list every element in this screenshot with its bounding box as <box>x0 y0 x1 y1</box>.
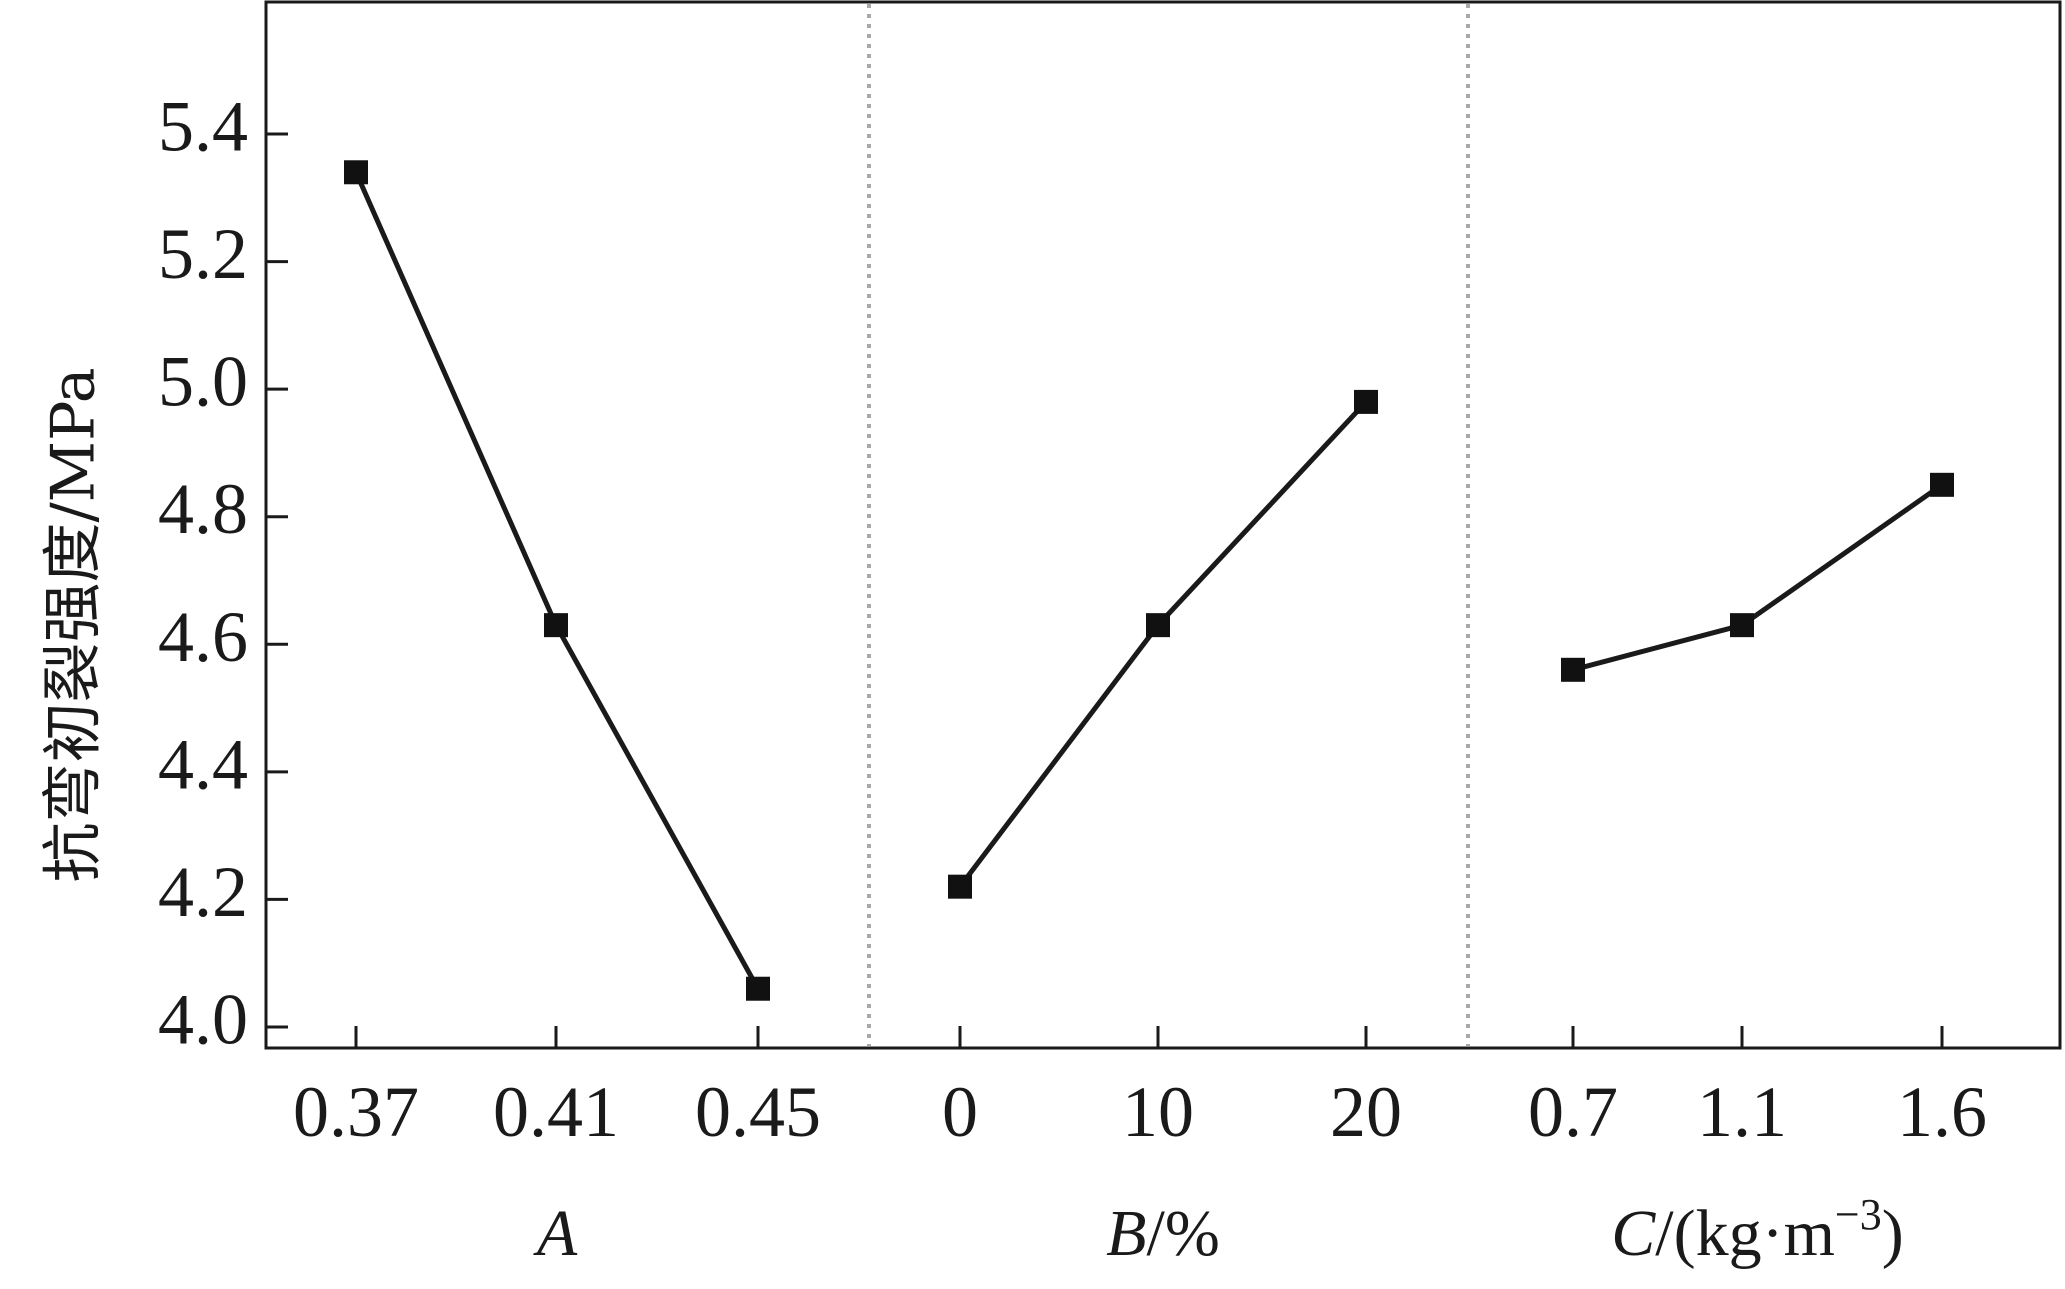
y-axis-label: 抗弯初裂强度/MPa <box>39 367 109 882</box>
series-line <box>353 171 761 990</box>
y-tick-label: 4.0 <box>158 980 248 1060</box>
data-point-marker <box>746 976 770 1001</box>
data-point-marker <box>948 874 972 899</box>
data-point-marker <box>1930 472 1954 497</box>
x-tick-label: 10 <box>1122 1072 1194 1152</box>
data-point-marker <box>1146 613 1170 638</box>
y-tick-label: 4.2 <box>158 852 248 932</box>
data-point-marker <box>1561 657 1585 682</box>
x-axis: 0.37 0.41 0.45 0 10 20 0.7 1.1 1.6 <box>293 1026 1987 1152</box>
series-line <box>958 400 1368 889</box>
series-group <box>344 160 1954 1001</box>
x-axis-label: A <box>533 1197 578 1270</box>
x-tick-label: 0.37 <box>293 1072 419 1152</box>
x-axis-label-unit: /(kg·m <box>1655 1197 1835 1270</box>
series-line <box>1572 482 1944 673</box>
y-tick-label: 5.4 <box>158 87 248 167</box>
x-axis-label: B/% <box>1106 1197 1220 1270</box>
x-axis-label-superscript: −3 <box>1835 1190 1882 1239</box>
x-axis-label-variable: C <box>1611 1197 1656 1270</box>
x-axis-label-variable: B <box>1106 1197 1146 1270</box>
x-axis-label-tail: ) <box>1882 1197 1904 1270</box>
x-tick-label: 1.1 <box>1697 1072 1787 1152</box>
x-tick-label: 0 <box>942 1072 978 1152</box>
y-tick-label: 5.0 <box>158 342 248 422</box>
x-axis-labels: A B/% C/(kg·m−3) <box>533 1190 1904 1270</box>
x-tick-label: 0.45 <box>695 1072 821 1152</box>
x-tick-label: 0.7 <box>1528 1072 1618 1152</box>
panel-dividers <box>867 4 1470 1046</box>
y-tick-label: 4.6 <box>158 597 248 677</box>
plot-frame <box>264 0 2062 1050</box>
y-tick-label: 4.4 <box>158 724 248 804</box>
y-tick-label: 5.2 <box>158 214 248 294</box>
x-axis-label-variable: A <box>533 1197 578 1270</box>
y-axis: 4.0 4.2 4.4 4.6 4.8 5.0 5.2 5.4 <box>158 87 288 1060</box>
data-point-marker <box>544 613 568 638</box>
x-tick-label: 20 <box>1330 1072 1402 1152</box>
data-point-marker <box>344 160 368 185</box>
data-point-marker <box>1730 613 1754 638</box>
x-axis-label-unit: /% <box>1147 1197 1220 1270</box>
x-tick-label: 0.41 <box>493 1072 619 1152</box>
x-tick-label: 1.6 <box>1897 1072 1987 1152</box>
data-point-marker <box>1354 389 1378 414</box>
y-tick-label: 4.8 <box>158 469 248 549</box>
x-axis-label: C/(kg·m−3) <box>1611 1190 1903 1270</box>
